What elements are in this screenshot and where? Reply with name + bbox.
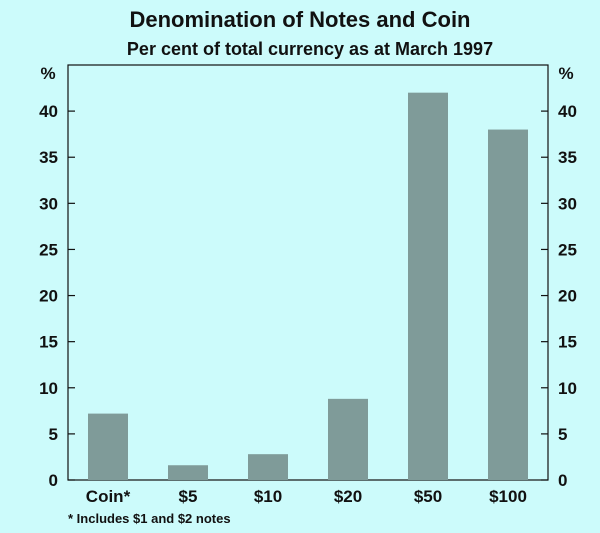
y-tick-label-right: 20: [558, 287, 577, 306]
bar-100: [488, 129, 528, 481]
bars: [88, 92, 528, 481]
x-tick-label: $50: [414, 487, 442, 506]
y-tick-label-left: 35: [39, 148, 58, 167]
y-tick-label-right: 5: [558, 425, 567, 444]
y-axis-right: 0 5 10 15 20 25 30 35 40: [541, 102, 577, 490]
chart-subtitle: Per cent of total currency as at March 1…: [127, 39, 493, 59]
y-tick-label-right: 40: [558, 102, 577, 121]
bar-50: [408, 92, 448, 481]
y-tick-label-left: 0: [49, 471, 58, 490]
x-tick-label: $5: [179, 487, 198, 506]
y-axis-unit-right: %: [558, 64, 573, 83]
y-tick-label-left: 40: [39, 102, 58, 121]
chart-title: Denomination of Notes and Coin: [130, 7, 471, 32]
x-tick-label: $100: [489, 487, 527, 506]
y-axis-left: 0 5 10 15 20 25 30 35 40: [39, 102, 75, 490]
x-tick-label: Coin*: [86, 487, 131, 506]
y-tick-label-left: 5: [49, 425, 58, 444]
y-axis-unit-left: %: [40, 64, 55, 83]
y-tick-label-right: 15: [558, 333, 577, 352]
bar-coin: [88, 413, 128, 480]
bar-10: [248, 454, 288, 480]
y-tick-label-left: 20: [39, 287, 58, 306]
y-tick-label-left: 15: [39, 333, 58, 352]
x-tick-label: $20: [334, 487, 362, 506]
x-axis: Coin* $5 $10 $20 $50 $100: [86, 487, 527, 506]
y-tick-label-right: 0: [558, 471, 567, 490]
y-tick-label-right: 10: [558, 379, 577, 398]
footnote: * Includes $1 and $2 notes: [68, 511, 231, 526]
y-tick-label-right: 25: [558, 240, 577, 259]
y-tick-label-left: 25: [39, 240, 58, 259]
y-tick-label-left: 10: [39, 379, 58, 398]
y-tick-label-left: 30: [39, 194, 58, 213]
plot-frame: [67, 64, 549, 481]
bar-5: [168, 465, 208, 480]
x-tick-label: $10: [254, 487, 282, 506]
bar-20: [328, 398, 368, 480]
y-tick-label-right: 30: [558, 194, 577, 213]
y-tick-label-right: 35: [558, 148, 577, 167]
